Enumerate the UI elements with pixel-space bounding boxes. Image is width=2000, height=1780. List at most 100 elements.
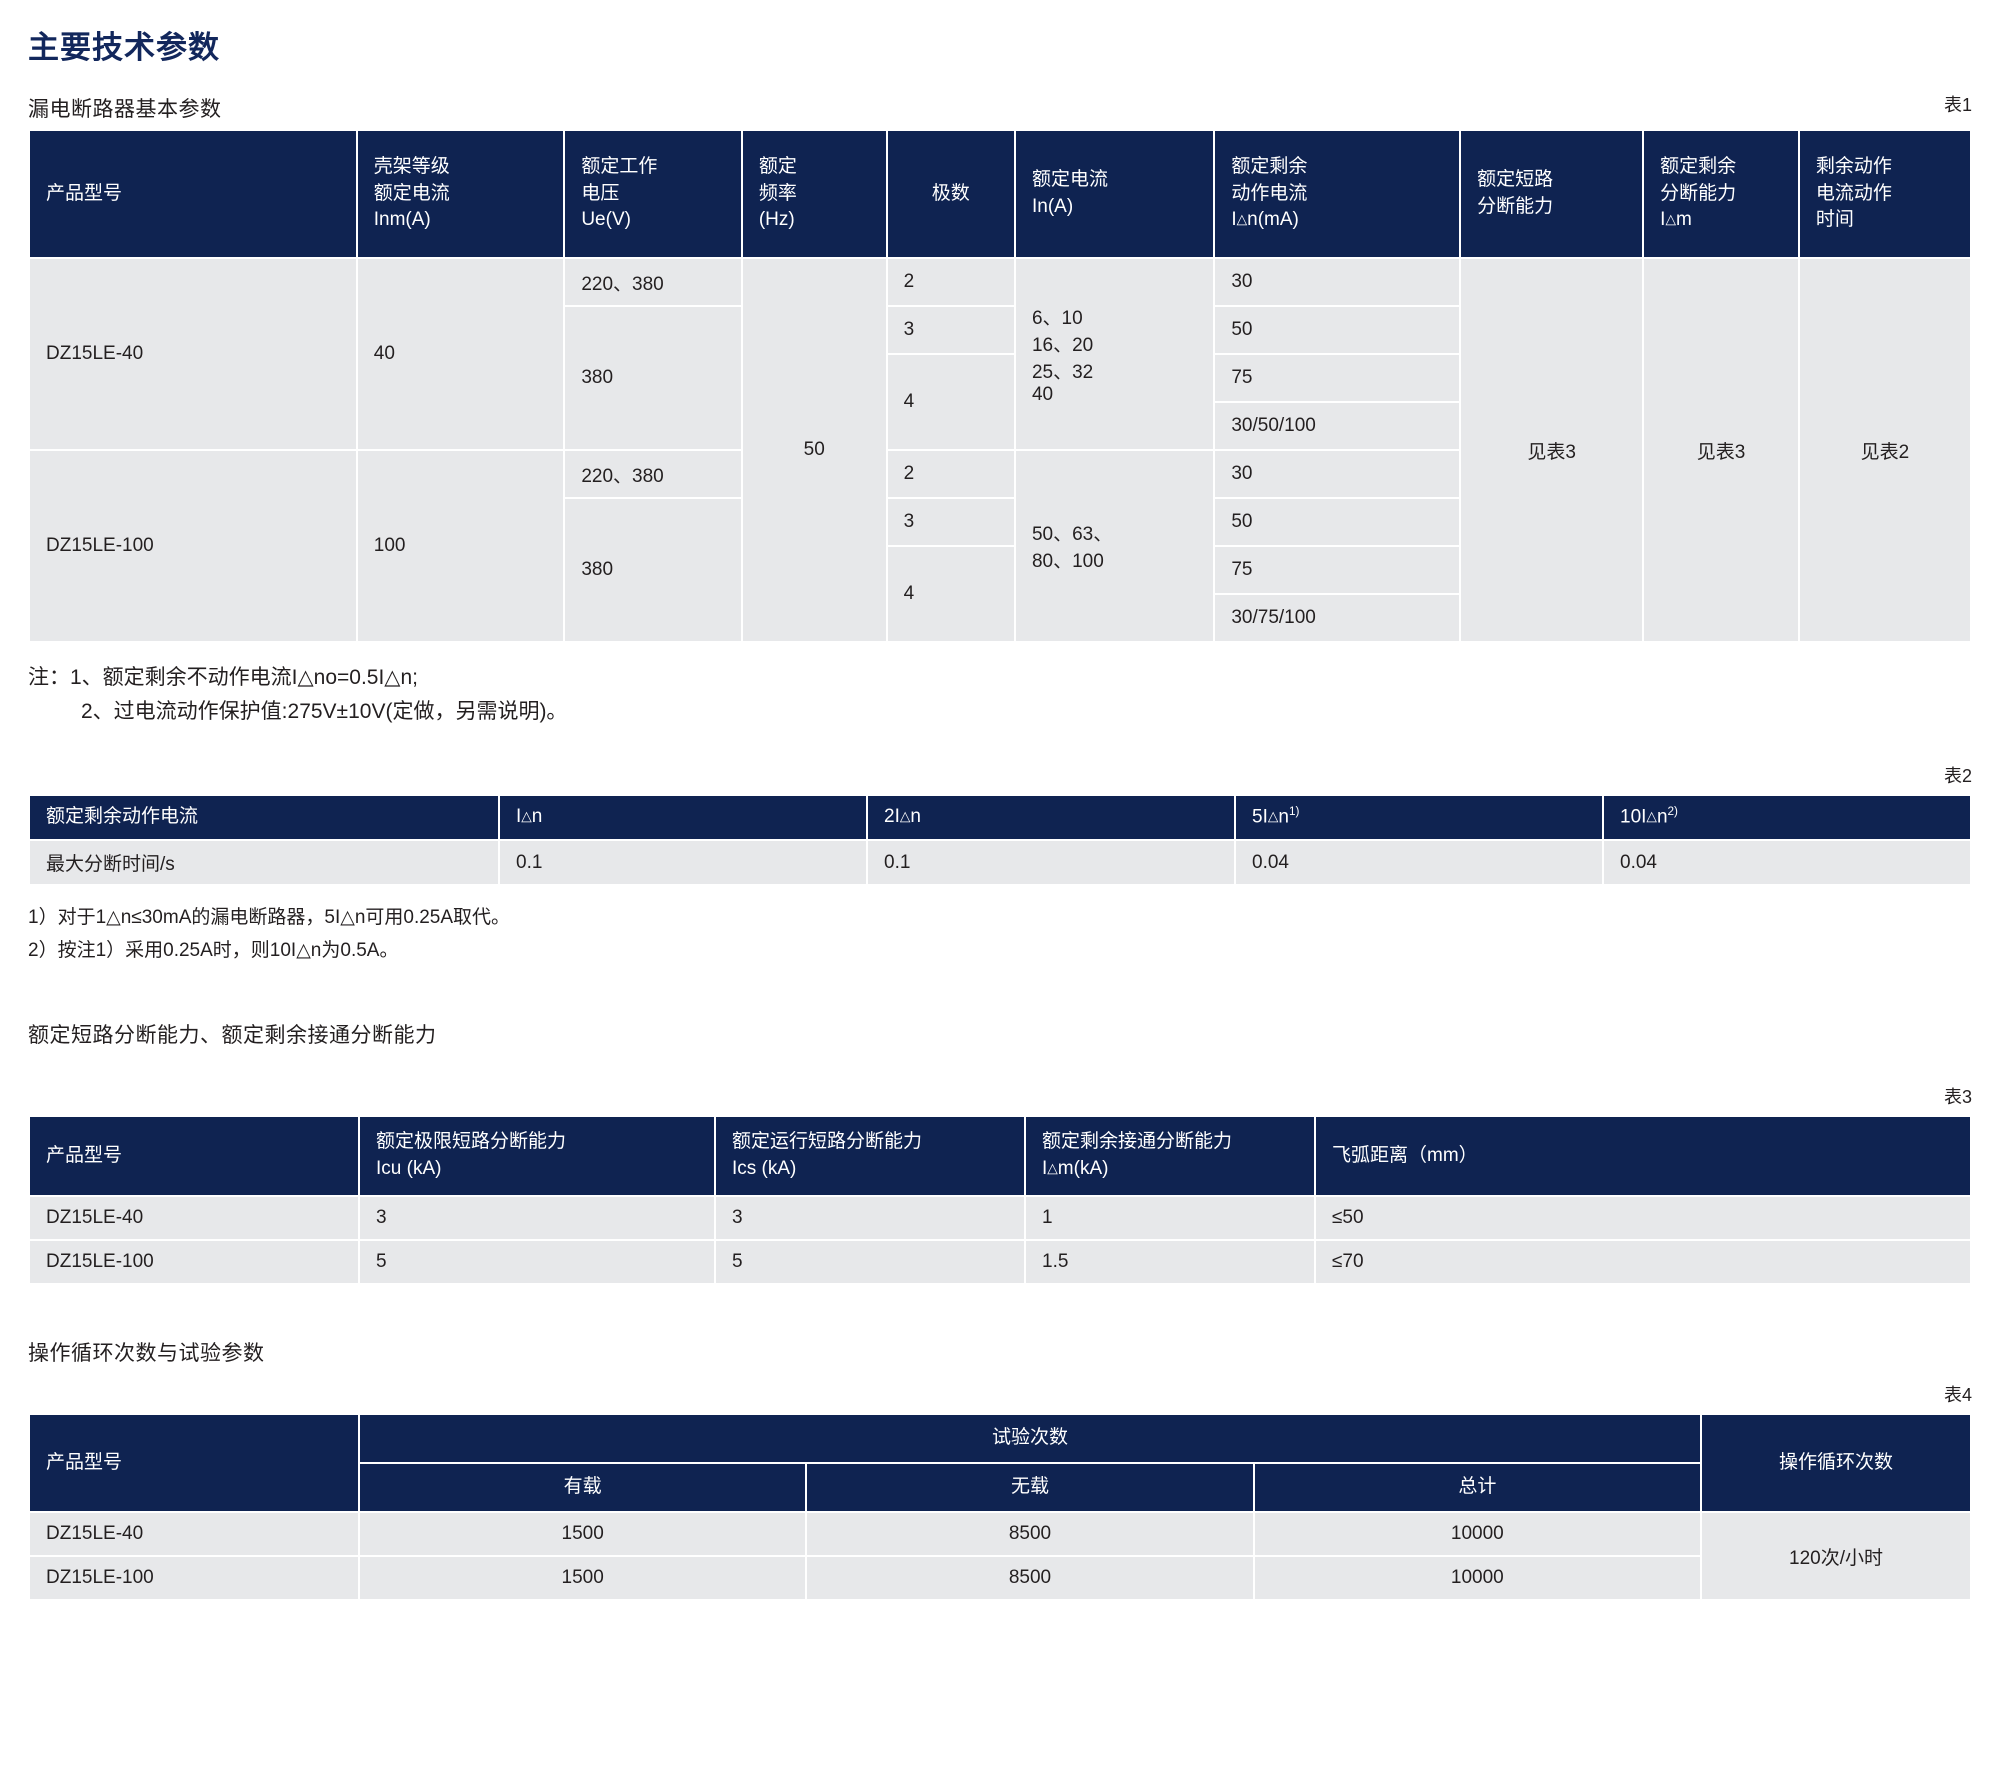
cell-im: 1.5 — [1024, 1239, 1316, 1286]
cell-total: 10000 — [1252, 1555, 1703, 1602]
table1-caption: 表1 — [1943, 95, 1972, 115]
cell-ics: 3 — [714, 1195, 1026, 1242]
cell-poles: 3 — [885, 305, 1016, 355]
table1-caption-row: 漏电断路器基本参数 表1 — [28, 91, 1972, 123]
cell-residual-current: 50 — [1213, 305, 1462, 355]
header-operation-cycles: 操作循环次数 — [1700, 1413, 1972, 1514]
header-residual-current: 额定剩余 动作电流 I△n(mA) — [1213, 129, 1462, 259]
cell-poles: 4 — [885, 545, 1016, 643]
cell-model: DZ15LE-40 — [28, 257, 358, 451]
table3-heading: 额定短路分断能力、额定剩余接通分断能力 — [28, 1024, 437, 1048]
header-2idn: 2I△n — [866, 794, 1236, 842]
header-model: 产品型号 — [28, 1413, 360, 1514]
table3-header-row: 产品型号 额定极限短路分断能力 Icu (kA) 额定运行短路分断能力 Ics (k… — [28, 1115, 1972, 1198]
header-arc-distance: 飞弧距离（mm） — [1314, 1115, 1972, 1198]
table-row: 最大分断时间/s 0.1 0.1 0.04 0.04 — [28, 839, 1972, 887]
cell-icu: 3 — [358, 1195, 716, 1242]
cell-model: DZ15LE-100 — [28, 1555, 360, 1602]
cell-loaded: 1500 — [357, 1511, 808, 1558]
note-item-1: 注：1、额定剩余不动作电流I△no=0.5I△n; — [28, 666, 418, 689]
page-title: 主要技术参数 — [28, 30, 220, 65]
cell-total: 10000 — [1252, 1511, 1703, 1558]
table-row: 30/50/100 — [29, 401, 1971, 451]
cell-model: DZ15LE-100 — [28, 449, 358, 643]
cell-residual-current: 75 — [1213, 545, 1462, 595]
cell-loaded: 1500 — [357, 1555, 808, 1602]
cell-residual-current: 30/75/100 — [1213, 593, 1462, 643]
cell-unloaded: 8500 — [805, 1511, 1255, 1558]
header-frequency: 额定 频率 (Hz) — [740, 129, 888, 259]
cell-voltage: 380 — [563, 305, 743, 451]
cell-poles: 2 — [885, 257, 1016, 307]
table1-heading: 漏电断路器基本参数 — [28, 98, 222, 121]
cell-operation-cycles: 120次/小时 — [1700, 1511, 1972, 1602]
operation-cycles-table: 产品型号 试验次数 操作循环次数 有载 无载 总计 DZ15LE-40 1500… — [28, 1413, 1972, 1602]
cell-icu: 5 — [358, 1239, 716, 1286]
table3-caption: 表3 — [1943, 1087, 1972, 1108]
header-poles: 极数 — [885, 129, 1016, 259]
short-circuit-capacity-table: 产品型号 额定极限短路分断能力 Icu (kA) 额定运行短路分断能力 Ics (k… — [28, 1115, 1972, 1286]
cell-poles: 3 — [885, 497, 1016, 547]
table4-heading: 操作循环次数与试验参数 — [28, 1342, 265, 1366]
header-unloaded: 无载 — [805, 1462, 1255, 1514]
header-voltage: 额定工作 电压 Ue(V) — [563, 129, 743, 259]
header-idn: I△n — [498, 794, 868, 842]
header-im: 额定剩余接通分断能力 I△m(kA) — [1024, 1115, 1316, 1198]
header-model: 产品型号 — [28, 1115, 360, 1198]
header-5idn: 5I△n1) — [1234, 794, 1604, 842]
cell-arc-distance: ≤50 — [1314, 1195, 1972, 1242]
cell-model: DZ15LE-40 — [28, 1511, 360, 1558]
table2-header-row: 额定剩余动作电流 I△n 2I△n 5I△n1) 10I△n2) — [28, 794, 1972, 842]
cell-rated-current: 50、63、 80、100 — [1013, 449, 1216, 643]
table-row: 380 3 50 — [29, 305, 1971, 451]
table-row: DZ15LE-40 3 3 1 ≤50 — [28, 1195, 1972, 1242]
cell-residual-current: 50 — [1213, 497, 1462, 547]
cell-residual-current: 30/50/100 — [1213, 401, 1462, 451]
table4-header-row-sub: 有载 无载 总计 — [29, 1462, 1971, 1514]
cell-residual-breaking: 见表3 — [1642, 257, 1800, 643]
table-row: DZ15LE-40 40 220、380 50 2 6、10 16、20 25、32… — [28, 257, 1973, 643]
cell-frame-rating: 100 — [355, 449, 566, 643]
cell-value: 0.1 — [498, 839, 868, 887]
table-row: 30/75/100 — [29, 593, 1971, 643]
table-row: DZ15LE-100 5 5 1.5 ≤70 — [28, 1239, 1972, 1286]
cell-model: DZ15LE-100 — [28, 1239, 360, 1286]
cell-poles: 2 — [885, 449, 1016, 499]
header-action-time: 剩余动作 电流动作 时间 — [1797, 129, 1973, 259]
page-container: 主要技术参数 漏电断路器基本参数 表1 产品型号 壳架等级 额定电流 Inm(A) … — [28, 30, 1973, 1602]
header-ics: 额定运行短路分断能力 Ics (kA) — [714, 1115, 1026, 1198]
footnote-item-1: 1）对于1△n≤30mA的漏电断路器，5I△n可用0.25A取代。 — [28, 907, 511, 929]
cell-ics: 5 — [714, 1239, 1026, 1286]
cell-model: DZ15LE-40 — [28, 1195, 360, 1242]
table4-header-row-top: 产品型号 试验次数 操作循环次数 — [28, 1413, 1972, 1514]
header-frame-rating: 壳架等级 额定电流 Inm(A) — [355, 129, 566, 259]
table-row: DZ15LE-100 1500 8500 10000 — [28, 1555, 1971, 1602]
cell-residual-current: 30 — [1213, 257, 1462, 307]
table2-footnotes: 1）对于1△n≤30mA的漏电断路器，5I△n可用0.25A取代。 2）按注1）… — [28, 902, 1972, 967]
cell-frame-rating: 40 — [355, 257, 566, 451]
header-total: 总计 — [1252, 1462, 1703, 1514]
cell-arc-distance: ≤70 — [1314, 1239, 1972, 1286]
header-residual-breaking: 额定剩余 分断能力 I△m — [1642, 129, 1800, 259]
cell-frequency: 50 — [740, 257, 888, 643]
basic-parameters-table: 产品型号 壳架等级 额定电流 Inm(A) 额定工作 电压 Ue(V) 额定 频率 (Hz)… — [28, 129, 1973, 643]
table1-notes: 注：1、额定剩余不动作电流I△no=0.5I△n; 2、过电流动作保护值:275… — [28, 661, 1972, 728]
cell-im: 1 — [1024, 1195, 1316, 1242]
table4-caption: 表4 — [1943, 1385, 1972, 1406]
cell-residual-current: 75 — [1213, 353, 1462, 403]
header-short-circuit: 额定短路 分断能力 — [1459, 129, 1645, 259]
cell-voltage: 380 — [563, 497, 743, 643]
header-10idn: 10I△n2) — [1602, 794, 1972, 842]
table2-caption: 表2 — [1943, 766, 1972, 787]
cell-action-time: 见表2 — [1797, 257, 1973, 643]
cell-value: 0.1 — [866, 839, 1236, 887]
cell-voltage: 220、380 — [563, 257, 743, 307]
table-row: 4 75 — [29, 353, 1971, 451]
header-icu: 额定极限短路分断能力 Icu (kA) — [358, 1115, 716, 1198]
table-row: DZ15LE-100 100 220、380 2 50、63、 80、100 30 — [28, 449, 1971, 643]
header-loaded: 有载 — [357, 1462, 808, 1514]
cell-unloaded: 8500 — [805, 1555, 1255, 1602]
header-test-count: 试验次数 — [358, 1413, 1702, 1465]
footnote-item-2: 2）按注1）采用0.25A时，则10I△n为0.5A。 — [28, 939, 399, 961]
cell-short-circuit: 见表3 — [1459, 257, 1645, 643]
